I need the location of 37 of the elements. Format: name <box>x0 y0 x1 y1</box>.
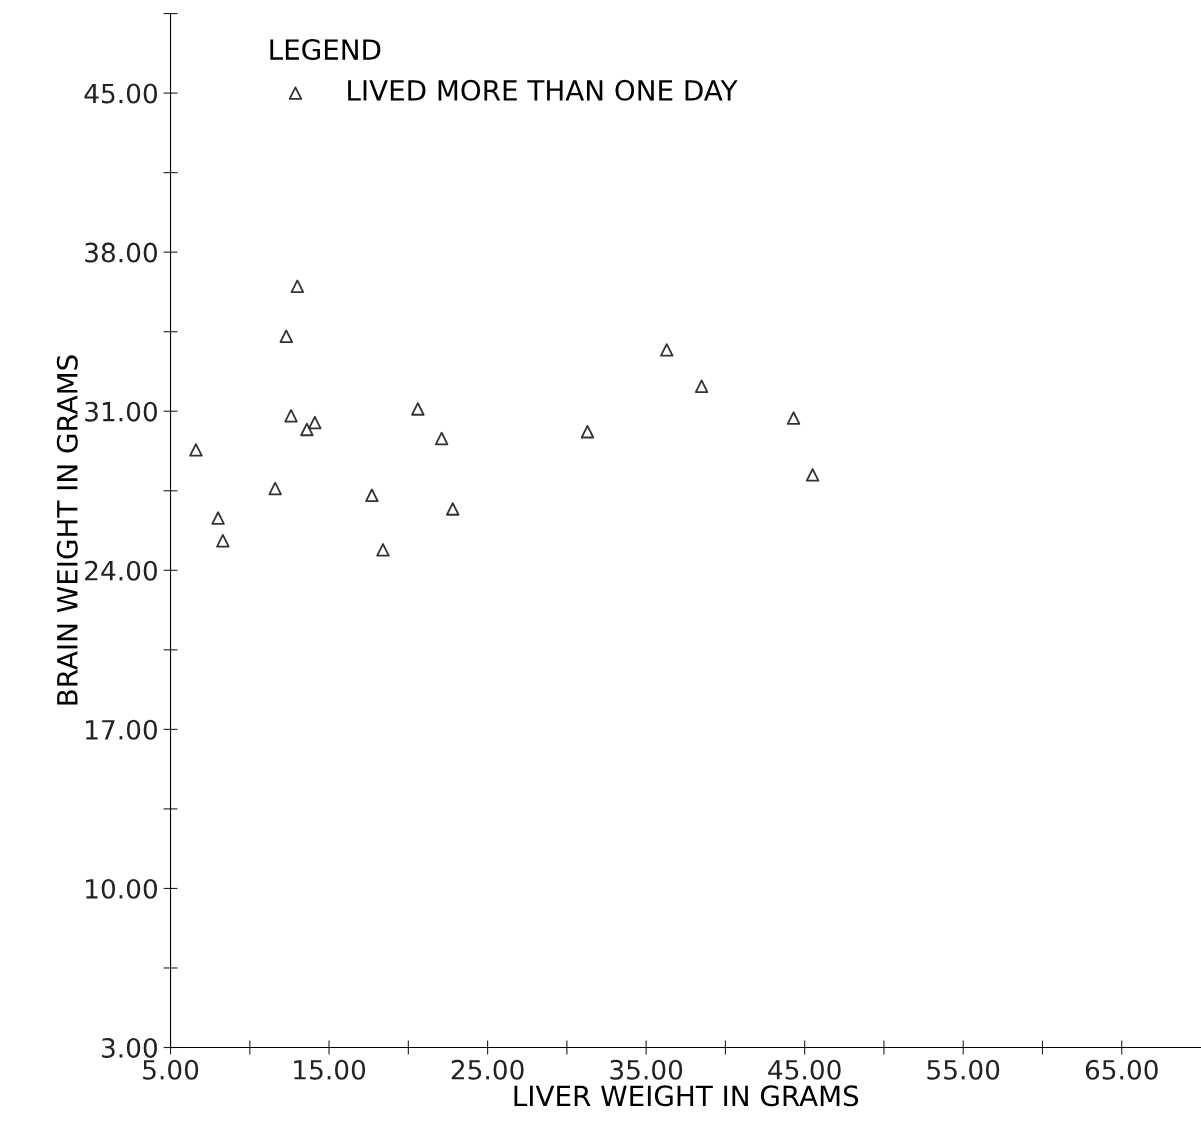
point <box>268 481 282 496</box>
point <box>189 443 203 457</box>
legend-label: LIVED MORE THAN ONE DAY <box>348 79 738 101</box>
point <box>660 343 674 357</box>
x-tick-label: 35.00 <box>610 1059 683 1080</box>
y-tick-label: 3.00 <box>101 1037 157 1058</box>
point <box>300 422 314 437</box>
point <box>786 411 801 425</box>
y-tick-label: 45.00 <box>84 83 157 104</box>
x-tick-label: 15.00 <box>294 1059 366 1080</box>
point <box>290 279 305 293</box>
x-tick-label: 55.00 <box>927 1059 1000 1080</box>
x-tick-label: 5.00 <box>143 1059 199 1080</box>
point <box>694 379 709 393</box>
point <box>279 329 293 343</box>
point <box>284 409 298 423</box>
y-tick-label: 24.00 <box>85 560 157 581</box>
y-tick-label: 17.00 <box>86 719 157 740</box>
point <box>411 402 425 416</box>
y-tick-label: 31.00 <box>85 401 157 422</box>
point <box>365 488 379 503</box>
point <box>580 424 595 439</box>
point <box>376 543 390 557</box>
legend-title: LEGEND <box>270 39 381 61</box>
point <box>308 415 322 430</box>
point <box>805 468 820 482</box>
point <box>446 502 460 516</box>
x-tick-label: 45.00 <box>768 1059 841 1080</box>
y-tick-label: 10.00 <box>86 878 157 899</box>
x-tick-label: 65.00 <box>1085 1059 1158 1080</box>
y-axis-title: BRAIN WEIGHT IN GRAMS <box>56 355 78 705</box>
point <box>434 431 449 446</box>
x-axis-title: LIVER WEIGHT IN GRAMS <box>514 1085 859 1107</box>
point <box>216 534 230 548</box>
x-tick-label: 25.00 <box>451 1059 524 1080</box>
y-tick-label: 38.00 <box>85 242 157 263</box>
point <box>211 511 225 525</box>
